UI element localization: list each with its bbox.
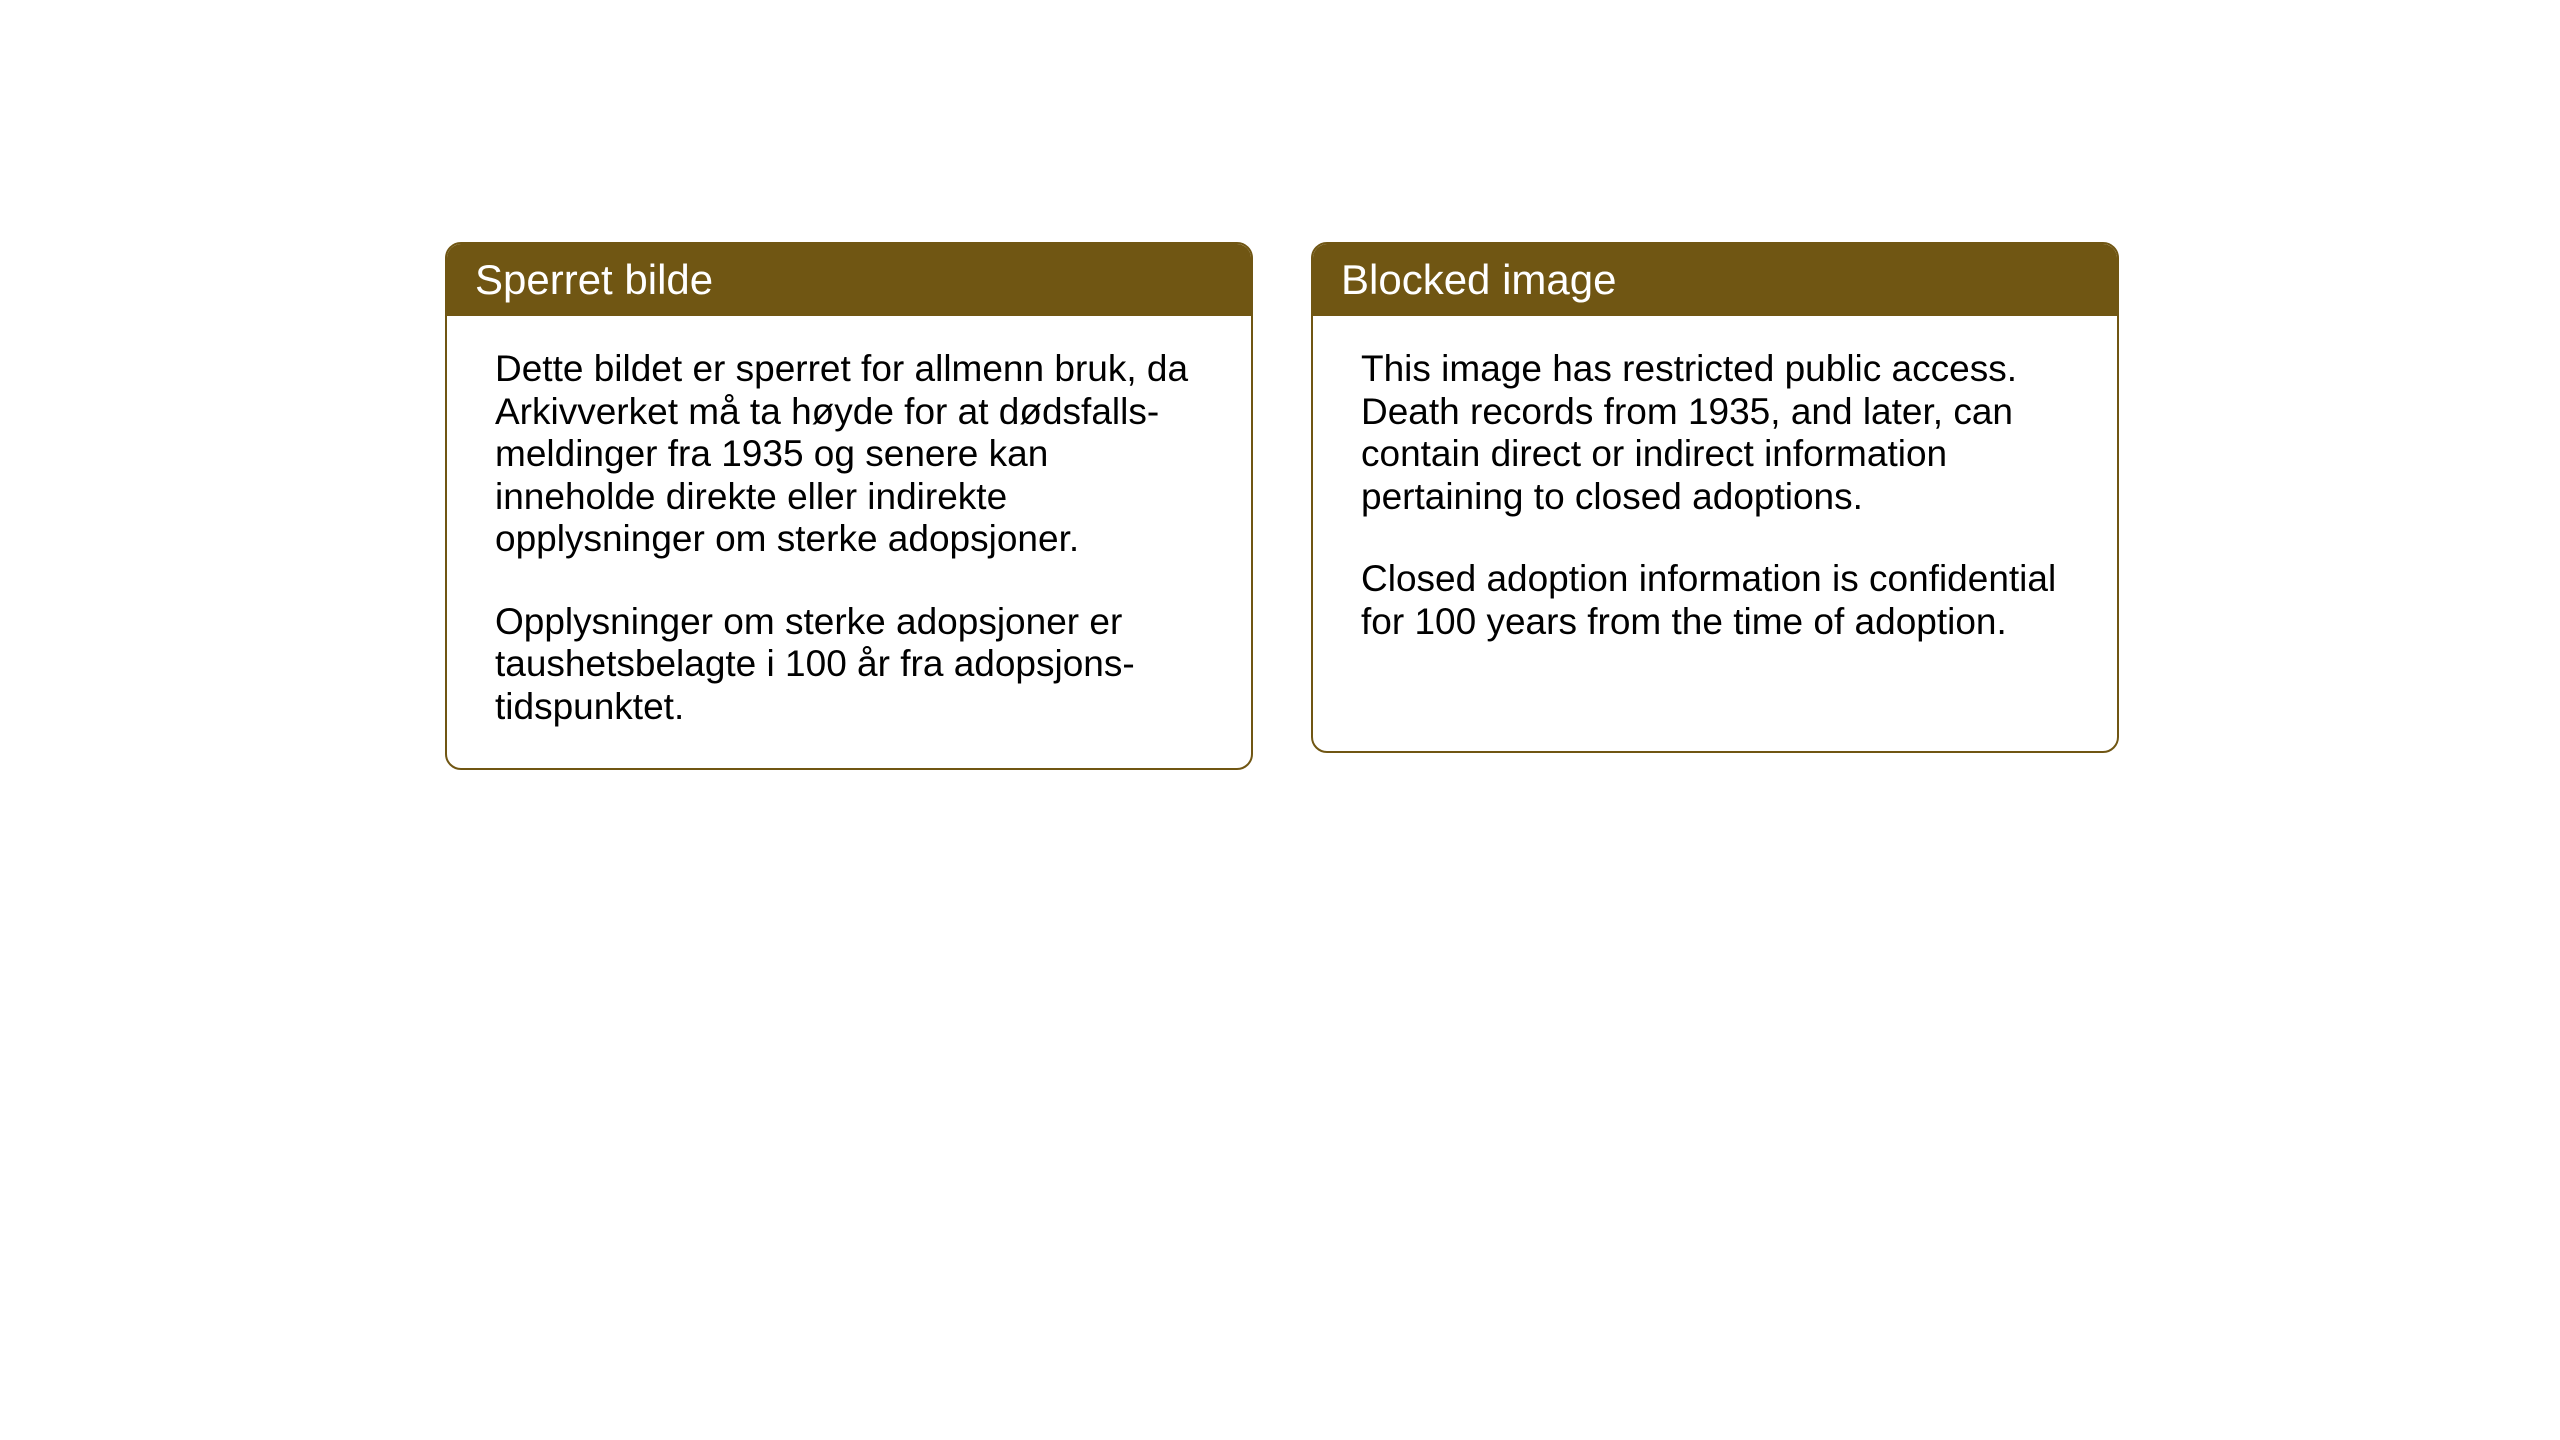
card-english: Blocked image This image has restricted … xyxy=(1311,242,2119,753)
card-paragraph-2-english: Closed adoption information is confident… xyxy=(1361,558,2069,643)
card-paragraph-2-norwegian: Opplysninger om sterke adopsjoner er tau… xyxy=(495,601,1203,729)
card-paragraph-1-english: This image has restricted public access.… xyxy=(1361,348,2069,518)
card-header-norwegian: Sperret bilde xyxy=(447,244,1251,316)
card-title-norwegian: Sperret bilde xyxy=(475,256,713,303)
card-body-english: This image has restricted public access.… xyxy=(1313,316,2117,683)
card-norwegian: Sperret bilde Dette bildet er sperret fo… xyxy=(445,242,1253,770)
card-title-english: Blocked image xyxy=(1341,256,1616,303)
card-paragraph-1-norwegian: Dette bildet er sperret for allmenn bruk… xyxy=(495,348,1203,561)
card-body-norwegian: Dette bildet er sperret for allmenn bruk… xyxy=(447,316,1251,768)
cards-container: Sperret bilde Dette bildet er sperret fo… xyxy=(445,242,2119,770)
card-header-english: Blocked image xyxy=(1313,244,2117,316)
